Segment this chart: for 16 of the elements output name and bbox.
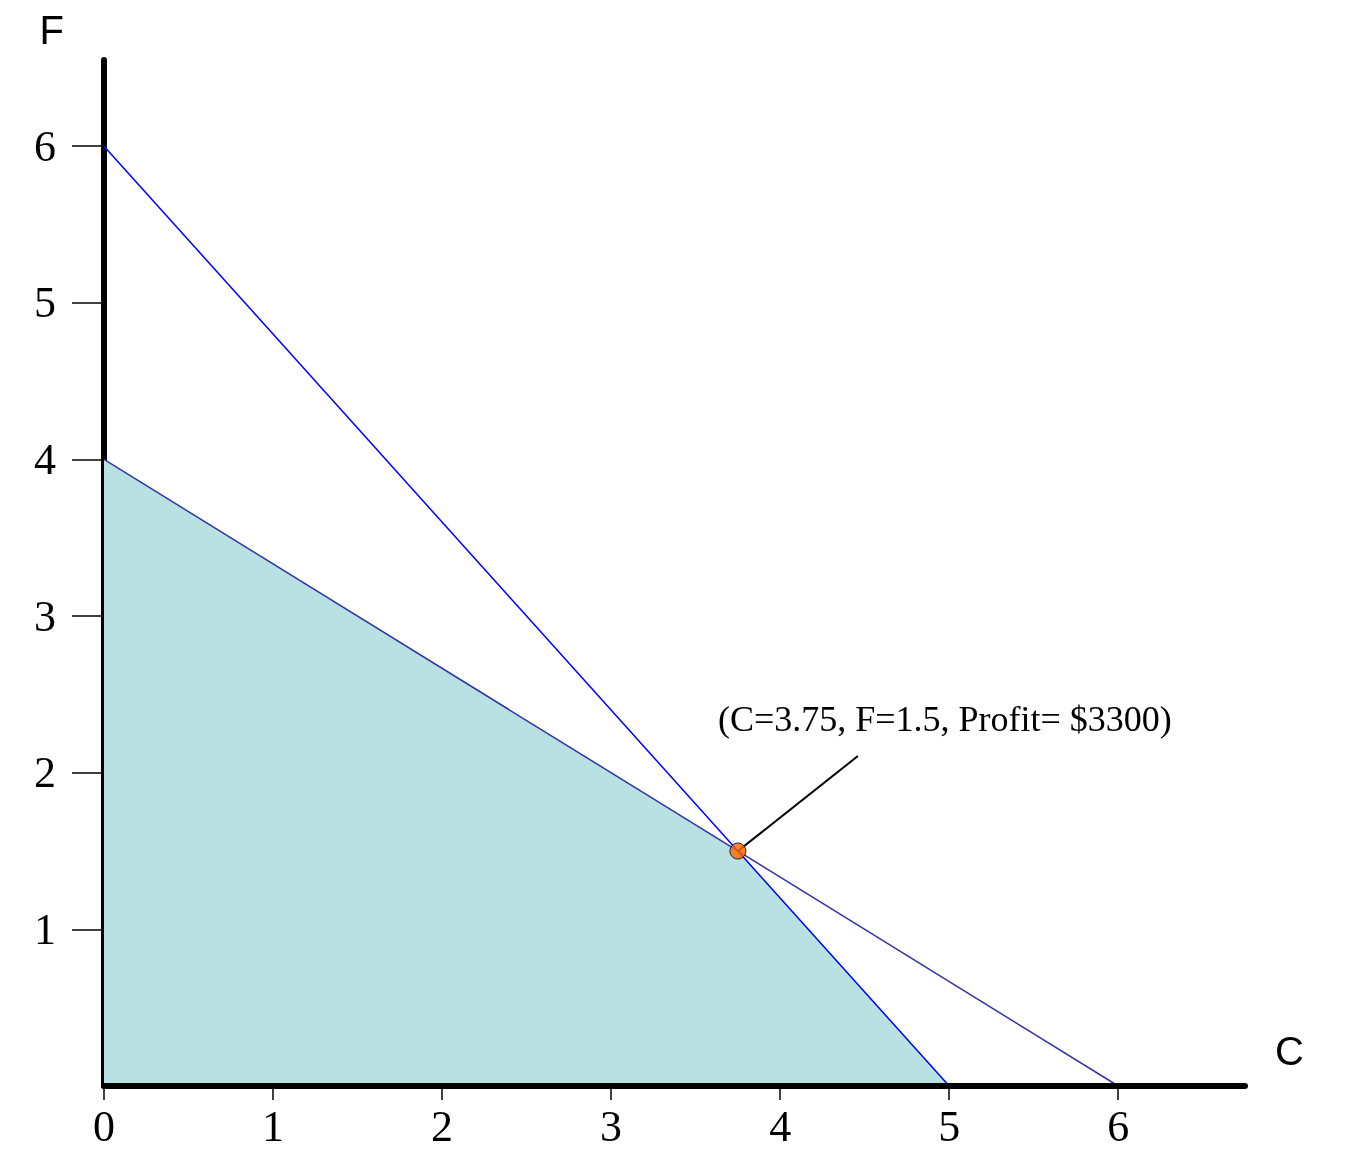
x-tick-label: 3 — [600, 1101, 623, 1151]
y-tick-label: 6 — [34, 121, 56, 171]
annotation: (C=3.75, F=1.5, Profit= $3300) — [717, 699, 1172, 740]
y-tick-label: 4 — [34, 434, 56, 484]
x-tick-label: 6 — [1107, 1101, 1130, 1151]
y-axis-title: F — [39, 8, 64, 52]
y-tick-label: 5 — [34, 278, 56, 328]
x-axis-title: C — [1275, 1029, 1304, 1073]
y-tick-label: 1 — [34, 904, 56, 954]
x-tick-label: 5 — [938, 1101, 961, 1151]
y-tick-label: 3 — [34, 591, 56, 641]
y-tick-label: 2 — [34, 748, 56, 798]
x-tick-label: 2 — [431, 1101, 454, 1151]
x-tick-label: 4 — [769, 1101, 792, 1151]
x-tick-label: 1 — [262, 1101, 285, 1151]
x-tick-label: 0 — [93, 1101, 115, 1151]
